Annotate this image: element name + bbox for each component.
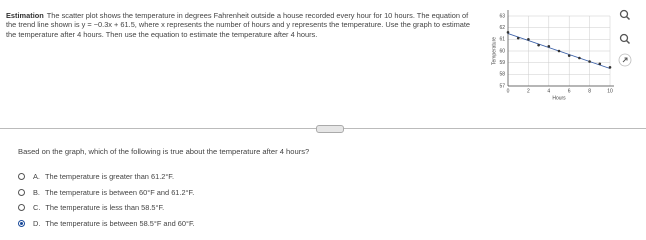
option-text: The temperature is between 58.5°F and 60…: [45, 218, 195, 228]
option[interactable]: C. The temperature is less than 58.5°F.: [18, 203, 164, 212]
data-point: [547, 45, 551, 48]
option-letter: A.: [33, 172, 40, 181]
option-letter: D.: [33, 218, 41, 228]
data-point: [557, 49, 561, 53]
y-tick-label: 62: [499, 25, 505, 31]
x-tick-label: 8: [588, 88, 591, 94]
resize-handle[interactable]: [316, 125, 344, 133]
x-axis-label: Hours: [552, 95, 566, 101]
data-point: [527, 38, 530, 41]
data-point: [516, 36, 520, 40]
x-tick-label: 4: [547, 88, 550, 94]
data-point: [598, 62, 602, 66]
chart: 57 58 59 60 61 62 63 0 2 4 6 8 10 Hours Temperature: [491, 10, 614, 101]
x-tick-label: 0: [507, 88, 510, 94]
y-tick-label: 63: [499, 13, 505, 19]
x-tick-label: 2: [527, 88, 530, 94]
zoom-out-button[interactable]: [618, 32, 632, 46]
y-axis-label: Temperature: [491, 37, 497, 65]
option[interactable]: A. The temperature is greater than 61.2°F…: [18, 172, 174, 181]
radio-button[interactable]: [18, 219, 25, 227]
option-text: The temperature is less than 58.5°F.: [45, 203, 165, 212]
data-point: [608, 66, 612, 69]
option[interactable]: D. The temperature is between 58.5°F and …: [18, 219, 195, 228]
x-tick-label: 6: [568, 88, 571, 94]
y-tick-label: 61: [499, 37, 505, 43]
option-text: The temperature is greater than 61.2°F.: [44, 172, 175, 181]
y-tick-label: 57: [499, 83, 505, 89]
y-tick-label: 58: [499, 72, 505, 78]
option-text: The temperature is between 60°F and 61.2…: [44, 187, 195, 197]
radio-button[interactable]: [18, 173, 25, 180]
x-tick-label: 10: [607, 88, 613, 94]
option-letter: C.: [33, 203, 41, 212]
data-point: [588, 60, 591, 63]
option[interactable]: B. The temperature is between 60°F and 61…: [18, 188, 194, 197]
data-point: [506, 31, 510, 34]
data-point: [567, 54, 571, 57]
zoom-in-button[interactable]: [618, 8, 632, 22]
y-tick-label: 60: [499, 48, 505, 54]
radio-button[interactable]: [18, 188, 25, 196]
option-letter: B.: [33, 187, 40, 197]
data-point: [537, 43, 540, 47]
label: Estimation: [6, 11, 44, 20]
radio-button[interactable]: [18, 204, 25, 211]
open-button[interactable]: [618, 53, 632, 67]
data-point: [578, 56, 581, 60]
intro: Estimation The scatter plot shows the tem…: [6, 11, 474, 39]
intro-text: The scatter plot shows the temperature i…: [6, 11, 471, 39]
y-tick-label: 59: [499, 60, 505, 66]
question: Based on the graph, which of the followi…: [18, 147, 310, 156]
